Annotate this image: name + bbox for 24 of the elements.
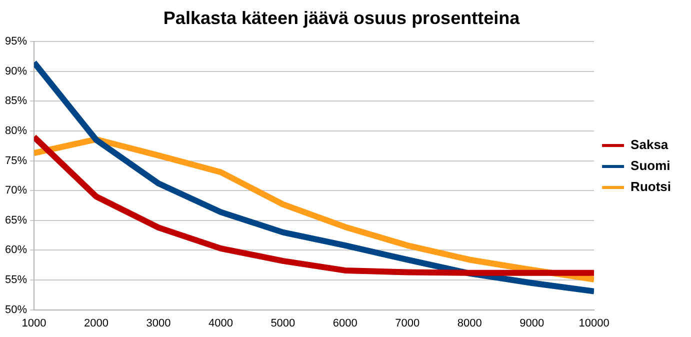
x-tick-label: 2000 <box>84 317 108 330</box>
y-tick-label: 50% <box>4 304 28 316</box>
legend-label: Suomi <box>630 158 670 174</box>
x-tick-label: 5000 <box>270 317 296 330</box>
x-tick-label: 6000 <box>332 317 358 330</box>
y-tick-label: 85% <box>4 95 28 108</box>
x-tick-label: 3000 <box>146 317 171 330</box>
legend-label: Ruotsi <box>630 179 672 194</box>
x-tick-label: 7000 <box>395 317 420 330</box>
legend-label: Saksa <box>630 137 669 152</box>
chart-title: Palkasta käteen jäävä osuus prosentteina <box>163 8 521 28</box>
y-tick-label: 65% <box>4 214 28 226</box>
y-tick-label: 70% <box>4 184 28 197</box>
x-tick-label: 8000 <box>457 317 482 330</box>
x-tick-label: 10000 <box>578 317 610 330</box>
y-tick-label: 90% <box>4 65 28 78</box>
y-tick-label: 80% <box>4 125 28 138</box>
y-tick-label: 55% <box>4 274 28 286</box>
y-tick-label: 75% <box>4 154 28 167</box>
x-tick-label: 4000 <box>208 317 233 330</box>
y-tick-label: 95% <box>4 36 28 48</box>
x-tick-label: 9000 <box>520 317 544 330</box>
y-tick-label: 60% <box>4 244 28 256</box>
x-tick-label: 1000 <box>22 317 46 330</box>
